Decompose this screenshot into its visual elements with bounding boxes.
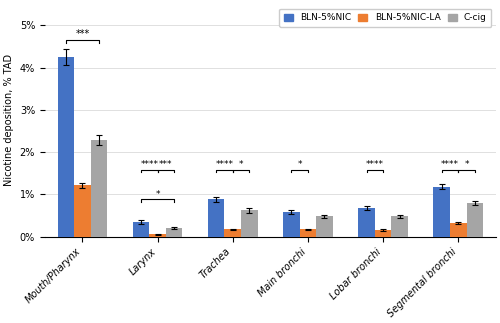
Bar: [283, 212, 300, 237]
Text: ****: ****: [216, 160, 234, 169]
Text: ***: ***: [76, 29, 90, 39]
Text: *: *: [239, 160, 244, 169]
Bar: [358, 208, 375, 237]
Bar: [241, 210, 258, 237]
Y-axis label: Nicotine deposition, % TAD: Nicotine deposition, % TAD: [4, 54, 14, 186]
Text: *: *: [464, 160, 469, 169]
Bar: [58, 57, 74, 237]
Text: *: *: [298, 160, 302, 169]
Text: ****: ****: [441, 160, 459, 169]
Bar: [150, 234, 166, 237]
Text: ***: ***: [159, 160, 172, 169]
Bar: [133, 222, 150, 237]
Legend: BLN-5%NIC, BLN-5%NIC-LA, C-cig: BLN-5%NIC, BLN-5%NIC-LA, C-cig: [280, 9, 492, 27]
Text: ****: ****: [366, 160, 384, 169]
Bar: [316, 216, 332, 237]
Bar: [224, 229, 241, 237]
Bar: [166, 228, 182, 237]
Bar: [208, 199, 224, 237]
Bar: [392, 216, 408, 237]
Bar: [90, 140, 107, 237]
Bar: [434, 187, 450, 237]
Bar: [74, 185, 90, 237]
Bar: [450, 223, 466, 237]
Bar: [300, 229, 316, 237]
Text: *: *: [156, 190, 160, 199]
Text: ****: ****: [140, 160, 158, 169]
Bar: [466, 203, 483, 237]
Bar: [375, 230, 392, 237]
